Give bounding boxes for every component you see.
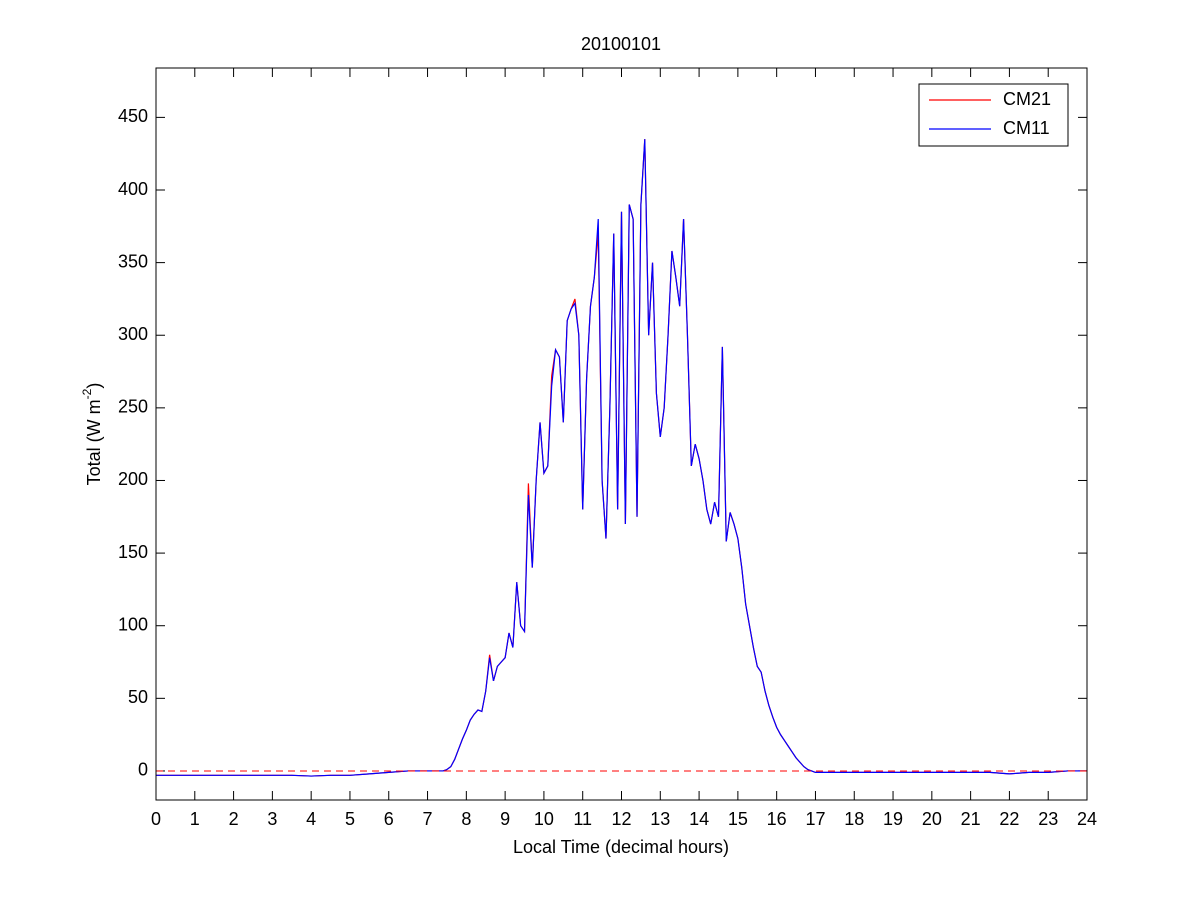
x-tick-label: 23 [1038,809,1058,829]
y-tick-label: 350 [118,251,148,271]
x-tick-label: 8 [461,809,471,829]
x-tick-label: 12 [611,809,631,829]
x-tick-label: 4 [306,809,316,829]
x-tick-label: 17 [805,809,825,829]
x-tick-label: 18 [844,809,864,829]
x-tick-label: 3 [267,809,277,829]
y-tick-label: 100 [118,614,148,634]
x-tick-label: 10 [534,809,554,829]
x-tick-label: 0 [151,809,161,829]
y-tick-label: 250 [118,397,148,417]
x-tick-label: 11 [573,809,592,829]
x-tick-label: 22 [999,809,1019,829]
y-axis-label-text: Total (W m [84,399,104,485]
x-tick-label: 9 [500,809,510,829]
x-tick-label: 13 [650,809,670,829]
chart-title: 20100101 [581,34,661,54]
y-tick-label: 0 [138,760,148,780]
x-tick-label: 16 [767,809,787,829]
x-tick-label: 20 [922,809,942,829]
x-tick-label: 5 [345,809,355,829]
x-axis-label: Local Time (decimal hours) [513,837,729,857]
legend-label: CM11 [1003,118,1050,138]
y-axis-label: Total (W m-2) [80,383,104,486]
x-tick-label: 7 [423,809,433,829]
x-tick-label: 19 [883,809,903,829]
y-tick-label: 450 [118,106,148,126]
x-tick-label: 24 [1077,809,1097,829]
y-tick-label: 50 [128,687,148,707]
x-tick-label: 14 [689,809,709,829]
y-axis-label-end: ) [84,383,104,389]
x-tick-label: 15 [728,809,748,829]
legend-label: CM21 [1003,89,1051,109]
plot-frame [155,67,1088,801]
x-tick-label: 2 [229,809,239,829]
data-line [156,139,1087,777]
y-tick-label: 300 [118,324,148,344]
x-tick-label: 21 [961,809,981,829]
y-tick-label: 200 [118,469,148,489]
legend-box [918,83,1069,147]
y-axis-label-sup: -2 [80,388,94,399]
y-tick-label: 150 [118,542,148,562]
y-tick-label: 400 [118,179,148,199]
x-tick-label: 6 [384,809,394,829]
x-tick-label: 1 [190,809,200,829]
